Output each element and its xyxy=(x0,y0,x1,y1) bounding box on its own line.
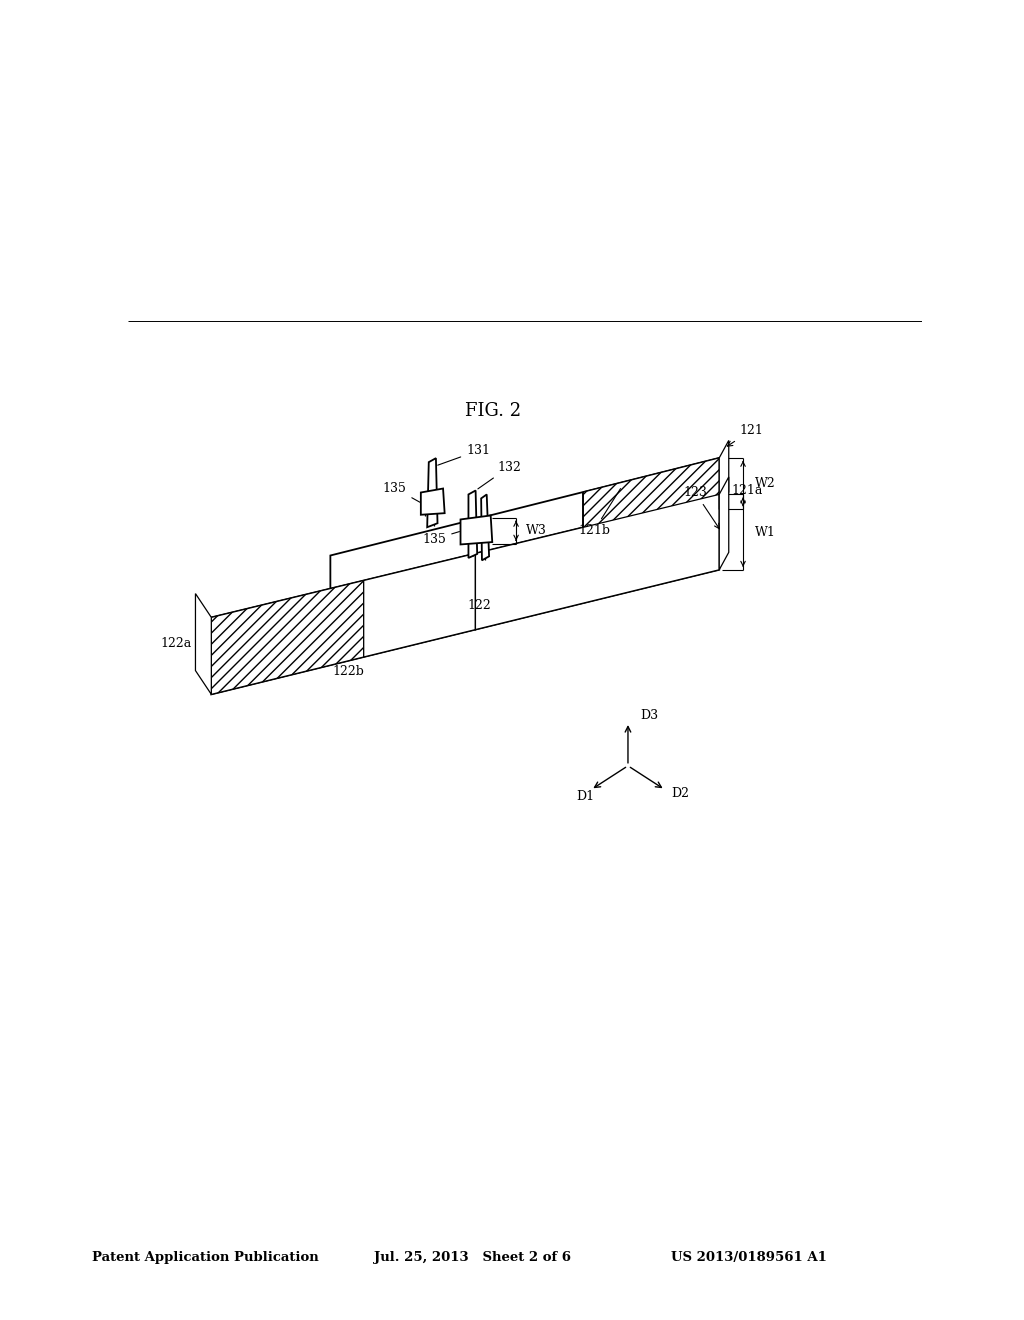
Text: 123: 123 xyxy=(684,486,720,529)
Polygon shape xyxy=(719,441,729,510)
Text: Jul. 25, 2013   Sheet 2 of 6: Jul. 25, 2013 Sheet 2 of 6 xyxy=(374,1251,570,1265)
Text: 131: 131 xyxy=(437,445,490,465)
Text: W1: W1 xyxy=(755,525,776,539)
Text: W3: W3 xyxy=(525,524,547,537)
Text: D2: D2 xyxy=(672,787,689,800)
Polygon shape xyxy=(475,495,719,630)
Text: 135: 135 xyxy=(383,482,420,503)
Text: Patent Application Publication: Patent Application Publication xyxy=(92,1251,318,1265)
Polygon shape xyxy=(364,553,475,657)
Text: 132: 132 xyxy=(478,461,521,488)
Polygon shape xyxy=(196,594,211,694)
Polygon shape xyxy=(719,477,729,570)
Text: FIG. 2: FIG. 2 xyxy=(465,403,521,420)
Text: 135: 135 xyxy=(423,532,460,545)
Polygon shape xyxy=(211,495,719,694)
Text: 121: 121 xyxy=(727,424,763,446)
Polygon shape xyxy=(481,495,489,560)
Text: W2: W2 xyxy=(755,477,776,490)
Polygon shape xyxy=(427,458,437,527)
Polygon shape xyxy=(211,581,364,694)
Text: 121b: 121b xyxy=(579,488,621,537)
Polygon shape xyxy=(421,488,444,515)
Text: US 2013/0189561 A1: US 2013/0189561 A1 xyxy=(671,1251,826,1265)
Polygon shape xyxy=(583,458,719,544)
Text: 121a: 121a xyxy=(731,483,763,496)
Text: D1: D1 xyxy=(577,789,595,803)
Polygon shape xyxy=(331,458,719,609)
Polygon shape xyxy=(468,491,477,558)
Text: 122: 122 xyxy=(468,599,492,612)
Text: 122a: 122a xyxy=(160,638,191,651)
Text: D3: D3 xyxy=(640,709,658,722)
Polygon shape xyxy=(461,516,493,544)
Text: 122b: 122b xyxy=(332,665,364,678)
